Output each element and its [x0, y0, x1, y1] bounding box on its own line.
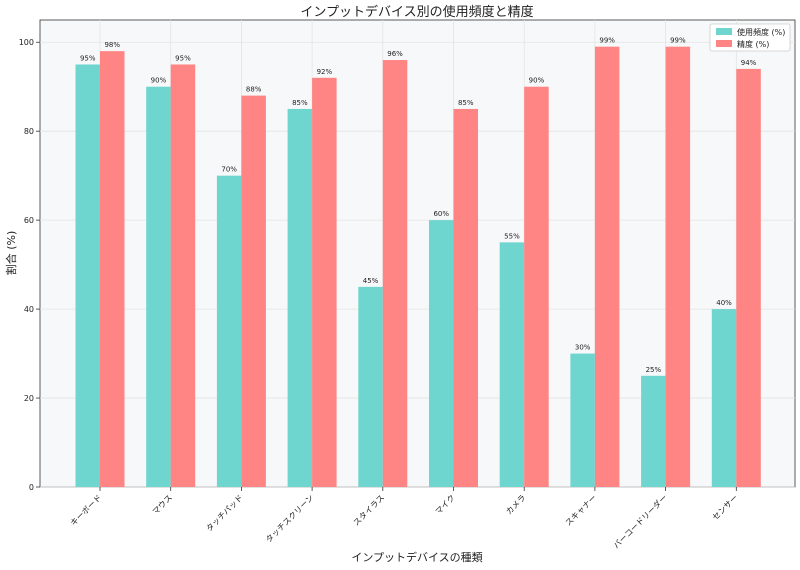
- data-label-accuracy: 98%: [104, 41, 120, 49]
- data-label-usage: 60%: [433, 210, 449, 218]
- bar-accuracy: [241, 95, 266, 487]
- bar-accuracy: [453, 108, 478, 487]
- bar-usage: [711, 309, 737, 487]
- bar-accuracy: [170, 64, 196, 487]
- legend-label-accuracy: 精度 (%): [737, 39, 769, 49]
- data-label-accuracy: 85%: [458, 99, 474, 107]
- y-tick-label: 40: [24, 305, 34, 314]
- legend-swatch-usage: [716, 28, 732, 35]
- x-category-label: スタイラス: [352, 493, 387, 528]
- chart-title: インプットデバイス別の使用頻度と精度: [300, 4, 533, 20]
- y-tick-label: 60: [24, 216, 34, 225]
- data-label-usage: 90%: [151, 77, 167, 85]
- x-category-label: タッチスクリーン: [264, 493, 315, 544]
- x-category-label: センサー: [711, 493, 740, 522]
- bar-accuracy: [524, 86, 549, 487]
- data-label-accuracy: 88%: [246, 86, 262, 94]
- bar-usage: [287, 108, 313, 487]
- data-label-accuracy: 92%: [317, 68, 333, 76]
- bar-usage: [429, 220, 454, 487]
- bar-accuracy: [100, 51, 125, 488]
- bar-usage: [570, 353, 595, 487]
- bar-usage: [75, 64, 100, 487]
- legend-label-usage: 使用頻度 (%): [737, 27, 785, 37]
- bar-usage: [358, 286, 383, 487]
- bar-accuracy: [382, 60, 408, 488]
- x-category-label: マイク: [434, 493, 457, 516]
- data-label-accuracy: 96%: [387, 50, 403, 58]
- bar-usage: [641, 375, 666, 487]
- bar-usage: [499, 242, 525, 487]
- data-label-accuracy: 99%: [670, 37, 686, 45]
- data-label-layer: 95% 98% 90% 95% 70% 88% 85% 92% 45% 96% 60% 85% 55% 9…: [80, 37, 757, 374]
- bar-accuracy: [312, 77, 337, 488]
- data-label-accuracy: 99%: [599, 37, 615, 45]
- x-category-label: カメラ: [504, 493, 527, 516]
- data-label-accuracy: 90%: [529, 77, 545, 85]
- y-tick-label: 100: [19, 38, 34, 47]
- y-tick-label: 80: [24, 127, 34, 136]
- y-tick-label: 20: [24, 394, 34, 403]
- x-category-label: タッチパッド: [205, 493, 245, 533]
- bar-accuracy: [594, 46, 620, 487]
- data-label-usage: 85%: [292, 99, 308, 107]
- x-category-label: バーコードリーダー: [611, 492, 669, 550]
- data-label-usage: 55%: [504, 232, 520, 240]
- data-label-usage: 40%: [716, 299, 732, 307]
- data-label-usage: 30%: [575, 344, 591, 352]
- data-label-usage: 95%: [80, 54, 96, 62]
- bar-accuracy: [665, 46, 691, 487]
- legend: 使用頻度 (%) 精度 (%): [709, 23, 791, 52]
- x-category-label: スキャナー: [564, 493, 599, 528]
- data-label-accuracy: 94%: [741, 59, 757, 67]
- x-category-label: キーボード: [69, 493, 104, 528]
- bar-usage: [216, 175, 242, 487]
- data-label-usage: 25%: [646, 366, 662, 374]
- y-tick-label: 0: [29, 483, 34, 492]
- data-label-accuracy: 95%: [175, 54, 191, 62]
- bar-usage: [146, 86, 171, 487]
- legend-swatch-accuracy: [716, 40, 732, 47]
- x-category-label: マウス: [151, 493, 174, 516]
- y-axis-label: 割合 (%): [4, 231, 18, 276]
- bar-accuracy: [736, 68, 761, 487]
- data-label-usage: 70%: [221, 166, 237, 174]
- bar-layer: [75, 46, 761, 488]
- data-label-usage: 45%: [363, 277, 379, 285]
- x-axis-label: インプットデバイスの種類: [351, 550, 482, 564]
